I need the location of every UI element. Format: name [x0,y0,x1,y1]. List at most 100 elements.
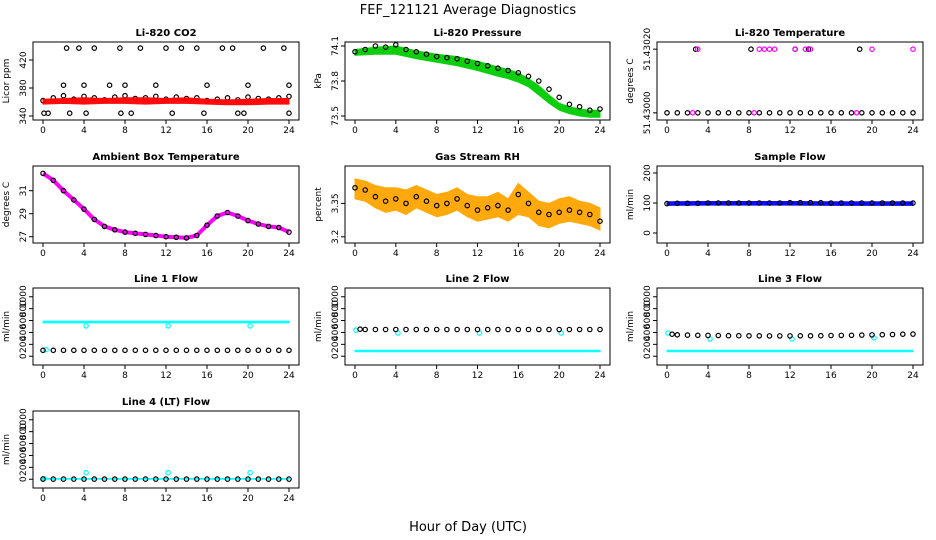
band-area [354,349,601,353]
data-point [169,110,176,117]
data-point [229,45,236,51]
y-tick-label: 200 [19,335,29,352]
y-tick-label: 1000 [19,285,29,308]
y-tick-label: 31 [19,185,29,196]
data-point [576,103,583,110]
band-area [42,478,290,480]
data-point [817,110,824,116]
data-point [224,476,231,482]
y-tick-label: 400 [19,324,29,341]
data-point [101,223,108,230]
data-point [705,110,711,116]
y-tick-label: 0 [331,353,341,359]
data-point [705,200,711,206]
y-axis-label: ml/min [2,434,12,465]
panel-title: Gas Stream RH [435,152,520,163]
x-tick-label: 8 [746,371,752,381]
x-tick-label: 16 [201,494,213,504]
plot-frame [656,41,924,121]
data-point [204,476,210,482]
data-point [275,224,282,231]
data-point [163,45,169,51]
data-point [535,209,542,216]
x-tick-label: 8 [434,249,440,259]
data-point [247,323,253,329]
data-point [566,207,573,213]
data-point [484,205,491,211]
series-3 [694,46,916,53]
data-point [802,46,809,53]
y-axis-label: degrees C [2,182,12,227]
data-point [817,332,824,339]
series-2 [352,41,603,114]
x-tick-label: 12 [784,126,795,136]
x-tick-label: 12 [160,371,171,381]
data-point [245,217,251,224]
data-point [797,110,804,116]
data-point [889,331,896,338]
data-point [118,110,124,117]
x-tick-label: 4 [393,126,399,136]
y-axis-label: degrees C [626,58,636,103]
data-point [748,46,754,53]
x-tick-label: 20 [553,126,565,136]
y-axis-label: ml/min [314,311,324,342]
data-point [597,326,603,333]
data-point [766,46,773,53]
y-axis-label: ml/min [626,189,636,220]
panel-title: Li-820 CO2 [135,28,196,39]
data-point [838,200,845,206]
data-point [286,229,292,235]
data-point [576,209,583,216]
data-point [423,198,430,205]
series-4 [42,97,290,106]
data-point [838,110,845,116]
x-axis-label: Hour of Day (UTC) [409,520,527,535]
data-point [81,476,87,482]
data-point [807,110,814,116]
data-point [444,200,450,207]
x-tick-label: 12 [160,249,171,259]
data-point [910,46,916,53]
data-point [735,200,742,206]
y-tick-label: 1000 [331,285,341,308]
data-point [807,199,814,206]
data-point [556,209,563,216]
x-tick-label: 24 [594,371,606,381]
data-point [505,326,511,333]
data-point [265,476,272,482]
data-point [889,200,896,206]
data-point [362,46,369,53]
y-tick-label: 27 [19,231,29,242]
data-point [556,94,563,101]
data-point [761,46,768,53]
x-tick-label: 8 [434,126,440,136]
data-point [60,476,67,482]
data-point [163,347,169,354]
data-point [771,46,778,53]
data-point [286,93,292,100]
data-point [505,207,511,213]
data-point [807,46,814,53]
x-tick-label: 16 [201,126,213,136]
data-point [362,326,369,333]
data-point [50,177,57,184]
data-point [352,185,358,191]
series-2 [665,330,877,342]
data-point [899,200,906,206]
data-point [81,206,87,212]
x-tick-label: 12 [784,249,795,259]
x-tick-label: 24 [907,126,919,136]
data-point [746,332,752,339]
data-point [204,82,210,89]
data-point [260,45,267,51]
panel-title: Line 2 Flow [446,274,510,285]
data-point [153,476,159,482]
data-point [63,45,70,51]
panel-title: Line 1 Flow [134,274,198,285]
x-tick-label: 4 [705,249,711,259]
data-point [43,346,49,353]
x-tick-label: 0 [352,371,358,381]
data-point [255,476,262,482]
x-tick-label: 12 [160,494,171,504]
